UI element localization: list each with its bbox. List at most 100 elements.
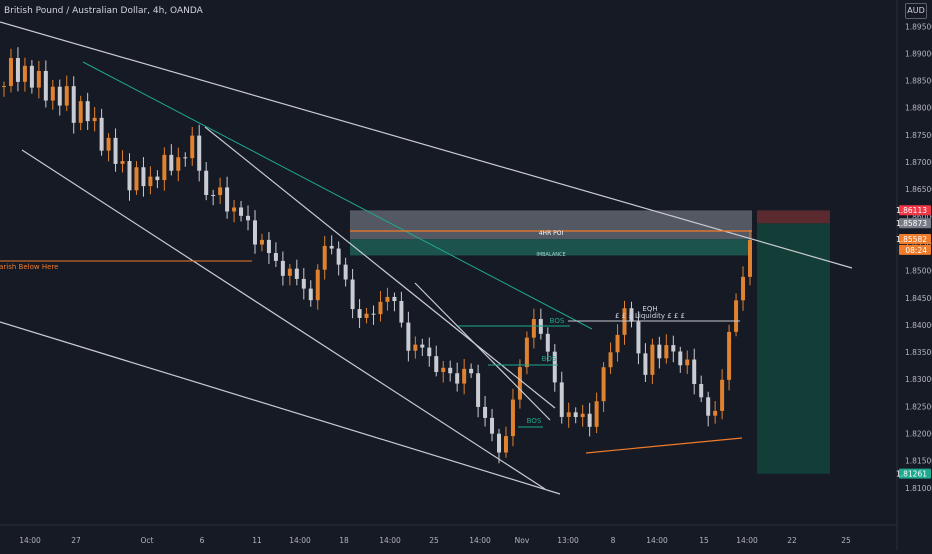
price-tick: 1.87000 — [905, 158, 932, 167]
price-label-bg — [899, 205, 931, 216]
candle-body — [615, 334, 620, 353]
outer-lower-line — [0, 321, 561, 495]
price-tick: 1.83500 — [905, 348, 932, 357]
candle-body — [510, 399, 515, 437]
poi-label: 4HR POI — [539, 230, 564, 237]
price-tick: 1.83000 — [905, 375, 932, 384]
candle-body — [713, 410, 718, 416]
time-tick: 14:00 — [646, 536, 668, 545]
candle-body — [497, 433, 502, 453]
candle-body — [218, 187, 223, 196]
candle-body — [406, 322, 411, 351]
candle-body — [301, 278, 306, 289]
candle-body — [2, 86, 6, 88]
candle-body — [92, 117, 97, 122]
symbol-title: British Pound / Australian Dollar, 4h, O… — [4, 6, 203, 16]
candle-body — [566, 412, 571, 417]
candle-body — [266, 239, 271, 254]
candle-body — [524, 337, 529, 368]
candle-body — [176, 157, 181, 171]
time-tick: 6 — [200, 536, 205, 545]
candle-body — [225, 187, 230, 212]
candle-body — [531, 319, 536, 338]
imbalance-label: IMBALANCE — [536, 252, 565, 258]
candle-body — [113, 137, 118, 164]
candle-body — [294, 268, 299, 279]
poi-zone — [350, 210, 752, 240]
candle-body — [197, 135, 202, 171]
candle-body — [483, 406, 488, 418]
imbalance-zone — [350, 239, 752, 256]
bos-label-3: BOS — [527, 417, 542, 425]
candle-body — [706, 397, 711, 416]
price-label-bg — [899, 234, 931, 245]
candle-body — [734, 300, 739, 332]
price-tick: 1.88000 — [905, 104, 932, 113]
zones-layer — [350, 210, 830, 474]
candle-body — [594, 401, 599, 427]
stop-loss-zone — [757, 210, 830, 224]
candle-body — [427, 347, 432, 357]
price-label-bg — [899, 218, 931, 229]
currency-badge[interactable]: AUD — [905, 3, 927, 19]
candle-body — [162, 154, 167, 181]
candle-body — [336, 248, 341, 265]
candle-body — [29, 65, 34, 88]
candle-body — [664, 345, 669, 359]
steep-trendline — [414, 282, 551, 421]
time-tick: 8 — [611, 536, 616, 545]
inner-trendline — [204, 126, 556, 409]
candle-body — [503, 436, 508, 453]
time-tick: 14:00 — [289, 536, 311, 545]
time-tick: 25 — [841, 536, 851, 545]
candle-body — [413, 344, 418, 351]
annotations-layer: 4HR POI IMBALANCE EQH£ £ £ Liquidity £ £ £… — [0, 230, 685, 425]
candle-body — [587, 413, 592, 427]
price-tick: 1.82500 — [905, 402, 932, 411]
price-tick: 1.86500 — [905, 185, 932, 194]
candle-body — [287, 268, 292, 276]
candle-body — [727, 331, 732, 380]
candle-body — [601, 367, 606, 402]
candle-body — [308, 288, 313, 301]
candle-body — [71, 86, 76, 123]
liquidity-label: £ £ £ Liquidity £ £ £ — [615, 312, 685, 320]
candle-body — [678, 351, 683, 366]
candle-body — [64, 86, 69, 106]
candle-body — [371, 313, 376, 315]
candles-layer — [2, 47, 752, 464]
candle-body — [580, 413, 585, 418]
support-trendline — [585, 437, 743, 454]
candle-body — [552, 351, 557, 383]
price-tick: 1.88500 — [905, 77, 932, 86]
bos-label-1: BOS — [550, 317, 565, 325]
candle-body — [22, 65, 27, 82]
candle-body — [720, 379, 725, 411]
candle-body — [692, 359, 697, 384]
time-tick: Nov — [515, 536, 530, 545]
price-tick: 1.82000 — [905, 430, 932, 439]
time-tick: 14:00 — [469, 536, 491, 545]
price-label: 1.81261 — [896, 470, 927, 479]
candle-body — [155, 176, 160, 181]
candle-body — [232, 207, 237, 212]
price-tick: 1.84500 — [905, 294, 932, 303]
time-tick: 14:00 — [19, 536, 41, 545]
candle-body — [99, 117, 104, 151]
candle-body — [141, 167, 146, 187]
candle-body — [378, 301, 383, 315]
candle-body — [741, 276, 746, 301]
upper-channel-line — [0, 21, 853, 269]
candle-body — [629, 308, 634, 322]
time-tick: 22 — [787, 536, 797, 545]
candle-body — [322, 245, 327, 270]
candle-body — [517, 367, 522, 400]
candle-body — [36, 70, 41, 88]
candle-body — [699, 383, 704, 398]
candle-body — [420, 344, 425, 348]
candle-body — [469, 368, 474, 374]
candle-body — [476, 373, 481, 407]
